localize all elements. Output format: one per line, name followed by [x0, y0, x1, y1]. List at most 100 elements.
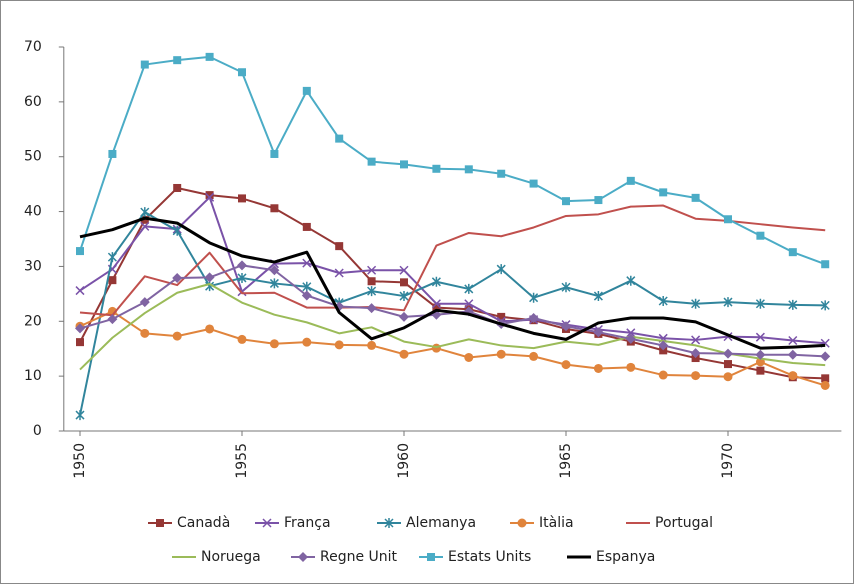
legend-item: Regne Unit: [291, 549, 398, 565]
marker: [529, 179, 538, 188]
legend-marker: [427, 553, 435, 561]
marker: [302, 258, 312, 268]
marker: [140, 207, 150, 218]
y-tick-label: 10: [24, 368, 42, 384]
marker: [561, 321, 571, 332]
marker: [658, 370, 668, 380]
marker: [496, 264, 506, 275]
marker: [334, 268, 344, 278]
marker: [821, 260, 830, 269]
marker: [755, 298, 765, 309]
marker: [658, 295, 668, 306]
marker: [140, 221, 150, 231]
marker: [335, 134, 344, 143]
marker: [820, 351, 831, 362]
marker: [431, 299, 441, 309]
marker: [691, 193, 700, 202]
legend-marker: [384, 518, 394, 528]
marker: [787, 349, 798, 360]
marker: [755, 349, 766, 360]
marker: [432, 303, 441, 312]
legend-label: Portugal: [655, 515, 713, 531]
marker: [172, 272, 183, 283]
marker: [366, 303, 377, 314]
legend-label: Noruega: [201, 549, 261, 565]
marker: [529, 351, 539, 361]
legend-label: Itàlia: [539, 515, 574, 531]
legend-label: Espanya: [596, 549, 655, 565]
marker: [270, 149, 279, 158]
legend-marker: [517, 518, 527, 528]
marker: [172, 225, 182, 236]
legend-item: Canadà: [148, 515, 230, 531]
marker: [399, 311, 409, 322]
marker: [367, 157, 376, 166]
marker: [205, 324, 215, 334]
marker: [497, 169, 506, 178]
marker: [625, 333, 636, 344]
series-line: [79, 186, 826, 380]
marker: [691, 298, 701, 309]
marker: [724, 360, 732, 369]
marker: [821, 374, 830, 383]
marker: [237, 272, 247, 283]
marker: [107, 314, 118, 325]
legend-marker: [298, 552, 308, 562]
marker: [659, 188, 668, 197]
marker: [173, 183, 182, 192]
marker: [691, 335, 701, 345]
y-tick-label: 0: [33, 423, 42, 439]
marker: [76, 247, 84, 256]
marker: [464, 352, 474, 362]
marker: [431, 343, 441, 353]
marker: [75, 286, 85, 296]
marker: [496, 349, 506, 359]
marker: [400, 278, 408, 287]
marker: [302, 337, 312, 347]
marker: [269, 339, 279, 349]
y-tick-label: 20: [24, 313, 42, 329]
marker: [107, 252, 117, 263]
marker: [755, 332, 765, 342]
marker: [302, 281, 312, 292]
marker: [788, 299, 798, 310]
series-line: [79, 55, 826, 266]
marker: [204, 272, 215, 283]
x-tick-label: 1965: [558, 443, 574, 479]
legend-item: Estats Units: [419, 549, 531, 565]
marker: [788, 371, 798, 381]
series-line: [79, 310, 826, 387]
marker: [723, 297, 733, 308]
marker: [301, 290, 312, 301]
marker: [626, 176, 635, 185]
marker: [788, 248, 797, 257]
marker: [431, 276, 441, 287]
legend-marker: [156, 519, 164, 527]
marker: [756, 231, 765, 240]
y-tick-label: 50: [24, 149, 42, 165]
marker: [594, 196, 603, 205]
legend-item: Alemanya: [377, 515, 476, 531]
marker: [756, 366, 765, 375]
marker: [335, 242, 344, 251]
marker: [140, 328, 150, 338]
legend-item: Espanya: [567, 549, 655, 565]
y-tick-label: 60: [24, 94, 42, 110]
marker: [788, 335, 798, 346]
y-tick-label: 30: [24, 258, 42, 274]
marker: [269, 278, 279, 289]
marker: [302, 222, 311, 231]
marker: [593, 363, 603, 373]
x-tick-label: 1970: [720, 443, 736, 479]
marker: [528, 312, 539, 323]
marker: [723, 348, 733, 359]
marker: [237, 260, 247, 271]
marker: [108, 276, 117, 285]
marker: [367, 265, 377, 275]
marker: [432, 164, 441, 173]
series-line: [79, 196, 826, 345]
marker: [658, 340, 669, 351]
legend-label: Estats Units: [448, 549, 531, 565]
